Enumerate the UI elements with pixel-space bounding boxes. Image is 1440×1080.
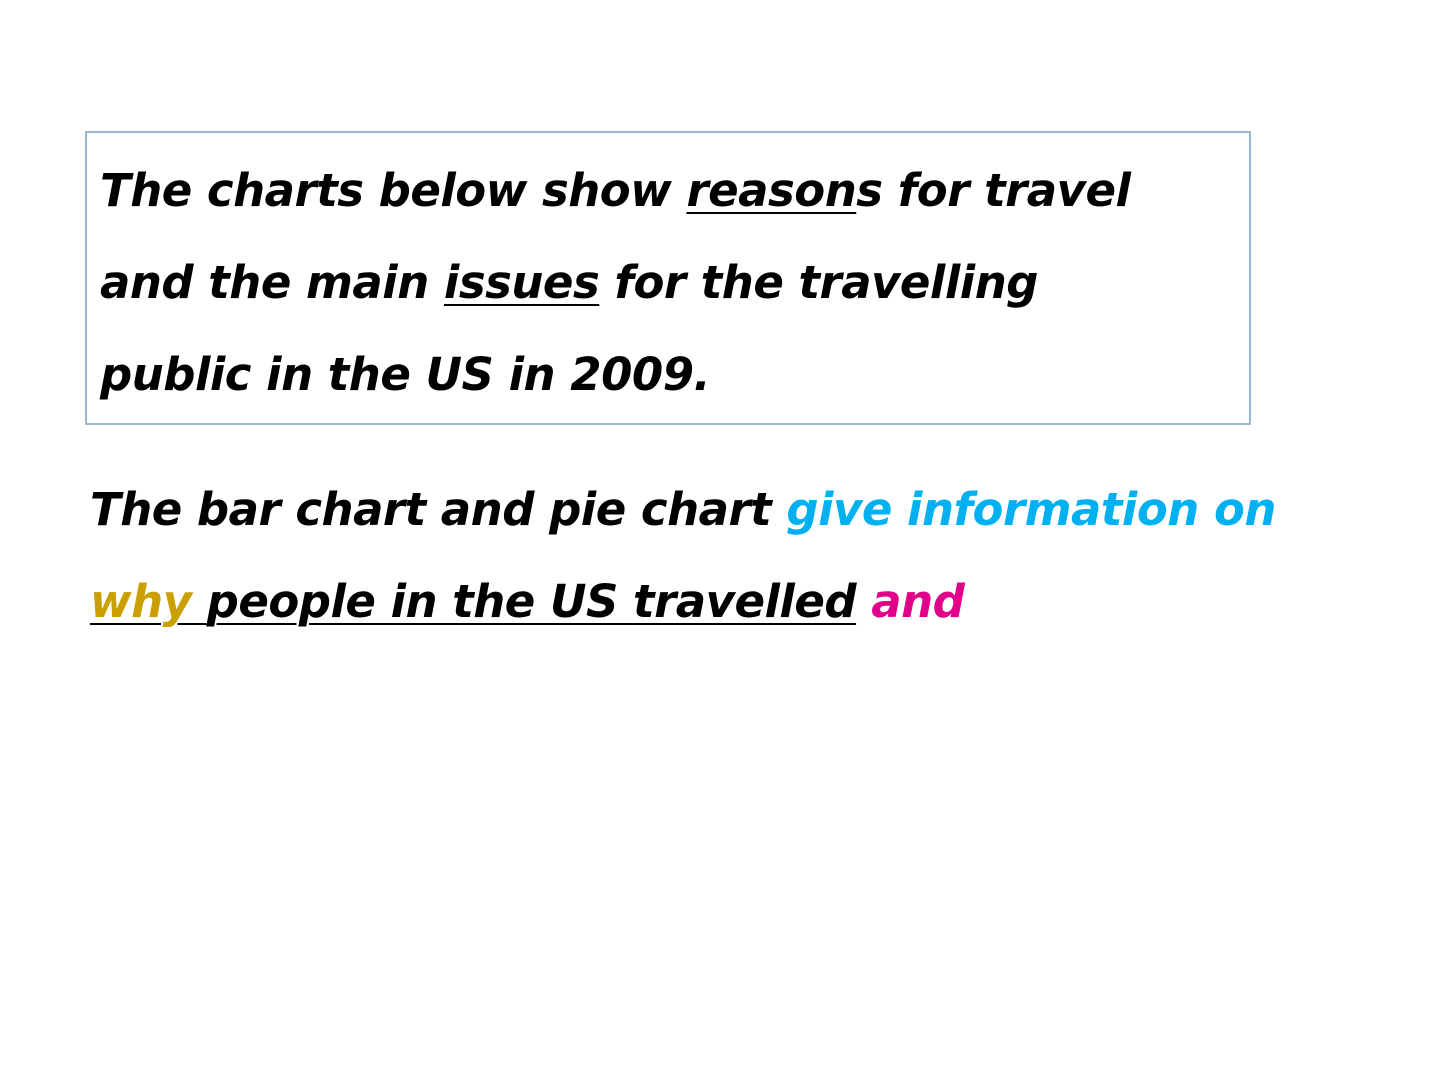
answer-paraphrase-text: The bar chart and pie chart give informa… bbox=[90, 464, 1430, 648]
prompt-line-1: The charts below show reasons for travel bbox=[100, 145, 1240, 237]
underlined-word-issues: issues bbox=[443, 256, 600, 309]
answer-line-1-start: The bar chart and pie chart bbox=[90, 483, 787, 536]
underlined-word-reason: reason bbox=[686, 164, 857, 217]
prompt-line-1-end: s for travel bbox=[856, 164, 1131, 217]
prompt-line-1-start: The charts below show bbox=[100, 164, 687, 217]
prompt-line-2: and the main issues for the travelling bbox=[100, 237, 1240, 329]
task-prompt-text: The charts below show reasons for travel… bbox=[100, 145, 1240, 421]
task-prompt-box bbox=[85, 131, 1251, 425]
answer-highlight-pink: and bbox=[856, 575, 965, 628]
answer-underlined-phrase: people in the US travelled bbox=[206, 575, 857, 628]
prompt-line-2-end: for the travelling bbox=[599, 256, 1038, 309]
prompt-line-3: public in the US in 2009. bbox=[100, 348, 711, 401]
prompt-line-2-start: and the main bbox=[100, 256, 444, 309]
answer-highlight-gold: why bbox=[90, 575, 207, 628]
answer-line-1: The bar chart and pie chart give informa… bbox=[90, 464, 1430, 556]
answer-highlight-blue: give information on bbox=[786, 483, 1276, 536]
answer-line-2: why people in the US travelled and bbox=[90, 556, 1430, 648]
